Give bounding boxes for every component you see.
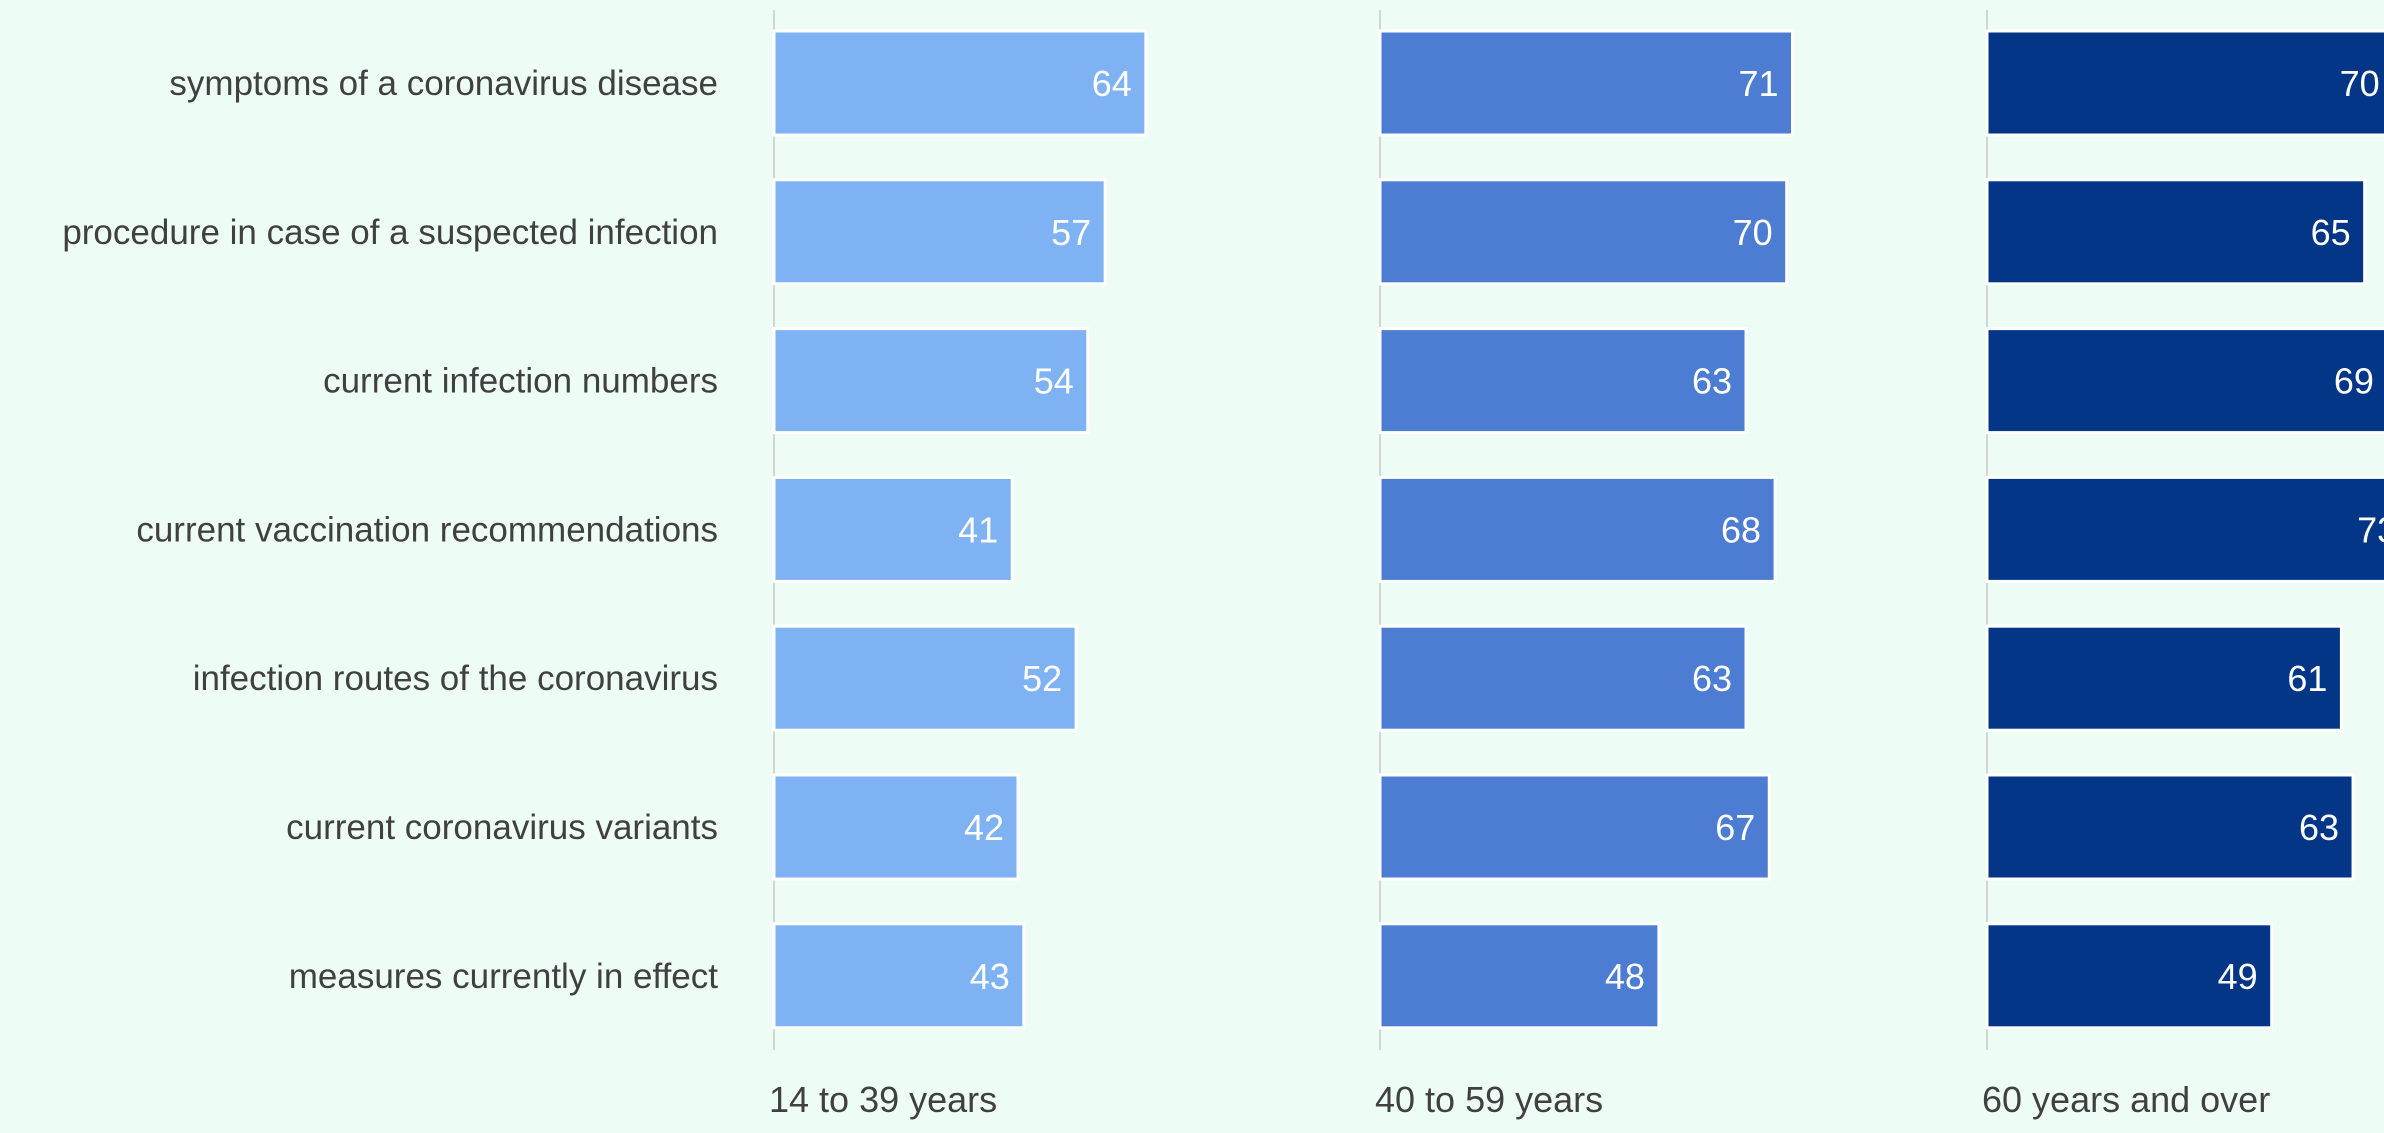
category-label: infection routes of the coronavirus <box>193 659 718 698</box>
data-label: 54 <box>1034 361 1074 402</box>
category-label: current coronavirus variants <box>286 808 718 847</box>
data-label: 64 <box>1092 63 1132 104</box>
bar <box>1378 475 1777 583</box>
data-label: 63 <box>1692 658 1732 699</box>
category-label: symptoms of a coronavirus disease <box>169 64 718 103</box>
bar <box>1378 29 1795 137</box>
category-label: current infection numbers <box>323 362 718 401</box>
bar <box>1985 475 2384 583</box>
bar <box>1378 327 1748 435</box>
data-label: 63 <box>2299 807 2339 848</box>
bar <box>772 29 1148 137</box>
panel-label: 14 to 39 years <box>769 1079 997 1120</box>
data-label: 48 <box>1605 956 1645 997</box>
category-label: measures currently in effect <box>289 957 719 996</box>
data-label: 57 <box>1051 212 1091 253</box>
data-label: 68 <box>1721 509 1761 550</box>
panel-1: 64 57 54 41 52 42 43 14 to 39 years <box>769 10 1148 1120</box>
data-label: 73 <box>2357 509 2384 550</box>
data-label: 41 <box>958 509 998 550</box>
data-label: 43 <box>970 956 1010 997</box>
category-labels: symptoms of a coronavirus disease procedu… <box>62 64 718 996</box>
bar <box>772 327 1090 435</box>
chart-panels: 64 57 54 41 52 42 43 14 to 39 years 71 70 63 68 63 67… <box>769 10 2384 1120</box>
panel-label: 60 years and over <box>1982 1079 2270 1120</box>
data-label: 63 <box>1692 361 1732 402</box>
bar <box>1985 327 2384 435</box>
bar <box>1985 29 2384 137</box>
category-label: current vaccination recommendations <box>136 510 718 549</box>
panel-label: 40 to 59 years <box>1375 1079 1603 1120</box>
data-label: 52 <box>1022 658 1062 699</box>
panel-2: 71 70 63 68 63 67 48 40 to 59 years <box>1375 10 1795 1120</box>
bar <box>1378 178 1789 286</box>
bar <box>772 178 1107 286</box>
bar <box>1985 178 2367 286</box>
bar <box>772 773 1020 881</box>
data-label: 61 <box>2287 658 2327 699</box>
panel-3: 70 65 69 73 61 63 49 60 years and over <box>1982 10 2384 1120</box>
data-label: 65 <box>2311 212 2351 253</box>
category-label: procedure in case of a suspected infecti… <box>62 213 718 252</box>
bar <box>1985 773 2355 881</box>
bar <box>772 922 1026 1030</box>
data-label: 49 <box>2218 956 2258 997</box>
data-label: 70 <box>2340 63 2380 104</box>
data-label: 42 <box>964 807 1004 848</box>
bar <box>772 475 1014 583</box>
data-label: 71 <box>1738 63 1778 104</box>
bar <box>772 624 1078 732</box>
bar <box>1985 624 2343 732</box>
bar <box>1985 922 2274 1030</box>
data-label: 67 <box>1715 807 1755 848</box>
bar <box>1378 624 1748 732</box>
data-label: 69 <box>2334 361 2374 402</box>
data-label: 70 <box>1733 212 1773 253</box>
bar <box>1378 773 1771 881</box>
bar <box>1378 922 1661 1030</box>
